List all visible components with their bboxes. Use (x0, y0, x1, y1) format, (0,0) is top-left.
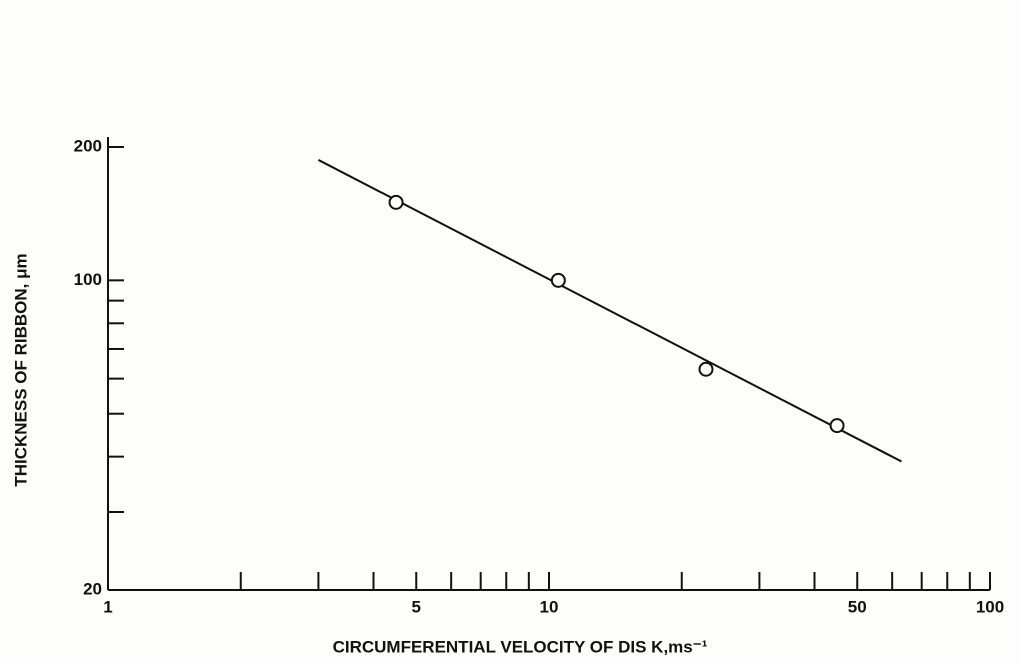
y-tick-label: 100 (74, 270, 102, 289)
x-tick-label: 50 (848, 597, 867, 616)
data-point (829, 418, 845, 434)
data-point (550, 272, 566, 288)
y-tick-label: 200 (74, 136, 102, 155)
x-tick-label: 5 (412, 597, 421, 616)
x-axis-label: CIRCUMFERENTIAL VELOCITY OF DIS K,ms⁻¹ (333, 637, 708, 656)
y-axis-label: THICKNESS OF RIBBON, μm (11, 253, 30, 486)
x-tick-label: 10 (540, 597, 559, 616)
x-tick-label: 1 (103, 597, 112, 616)
x-tick-label: 100 (976, 597, 1004, 616)
y-tick-label: 20 (83, 579, 102, 598)
data-point (698, 361, 714, 377)
data-point (388, 194, 404, 210)
fit-line (317, 159, 902, 463)
